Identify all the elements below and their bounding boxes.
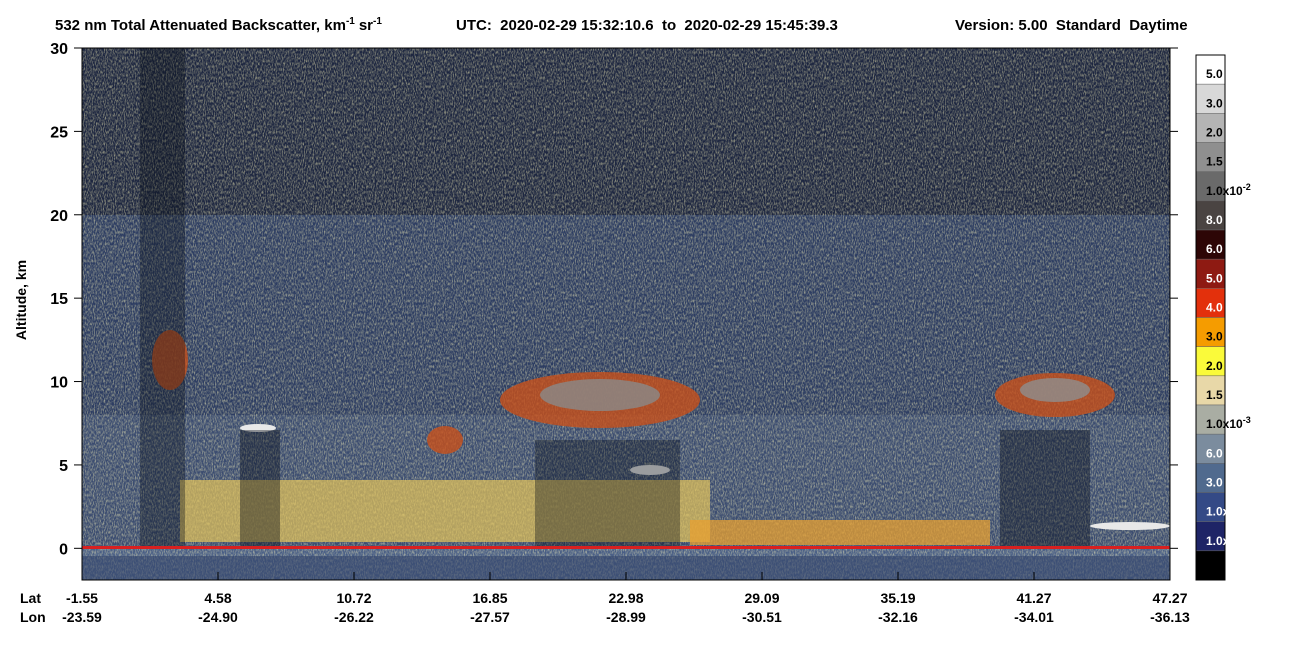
- colorbar-tick-text: 3.0: [1206, 330, 1223, 344]
- colorbar-tick-label: 6.0: [1206, 242, 1223, 256]
- lat-label: 47.27: [1152, 590, 1187, 606]
- colorbar-tick-label: 3.0: [1206, 476, 1223, 490]
- colorbar-tick-text: 1.5: [1206, 388, 1223, 402]
- colorbar-tick-exponent: -2: [1243, 182, 1251, 192]
- colorbar-swatch: [1195, 463, 1226, 493]
- colorbar-tick-text: 1.5: [1206, 155, 1223, 169]
- lon-label: -36.13: [1150, 609, 1190, 625]
- lat-label: 29.09: [744, 590, 779, 606]
- colorbar-tick-exponent: -5: [1243, 532, 1251, 542]
- colorbar-swatch: [1195, 521, 1226, 552]
- colorbar-swatch: [1195, 404, 1226, 435]
- lon-label: -24.90: [198, 609, 238, 625]
- colorbar-tick-exponent: -3: [1243, 415, 1251, 425]
- colorbar-tick-label: 8.0: [1206, 213, 1223, 227]
- colorbar-tick-label: 2.0: [1206, 126, 1223, 140]
- colorbar-tick-text: 2.0: [1206, 126, 1223, 140]
- colorbar-tick-label: 6.0: [1206, 446, 1223, 460]
- y-tick-label: 15: [50, 291, 68, 308]
- y-tick-label: 20: [50, 208, 68, 225]
- lon-label: -23.59: [62, 609, 102, 625]
- lat-label: 35.19: [880, 590, 915, 606]
- y-axis-label: Altitude, km: [13, 260, 29, 340]
- lat-label: 22.98: [608, 590, 643, 606]
- colorbar-tick-label: 1.0x10-2: [1206, 182, 1251, 198]
- colorbar-swatch: [1195, 83, 1226, 114]
- colorbar-tick-text: 4.0: [1206, 301, 1223, 315]
- colorbar-tick-label: 1.5: [1206, 155, 1223, 169]
- colorbar-swatch: [1195, 113, 1226, 143]
- colorbar-tick-text: 3.0: [1206, 96, 1223, 110]
- colorbar-tick-text: 5.0: [1206, 271, 1223, 285]
- colorbar-tick-label: 5.0: [1206, 67, 1223, 81]
- lon-label: -30.51: [742, 609, 782, 625]
- colorbar-tick-label: 1.0x10-4: [1206, 503, 1251, 519]
- lon-label: -28.99: [606, 609, 646, 625]
- version-info: Version: 5.00 Standard Daytime: [955, 17, 1188, 34]
- y-tick-label: 5: [59, 458, 68, 475]
- colorbar-frame: [1195, 54, 1226, 581]
- y-tick-label: 10: [50, 375, 68, 392]
- y-tick-label: 0: [59, 541, 68, 558]
- colorbar-tick-label: 1.5: [1206, 388, 1223, 402]
- colorbar-tick-text: 2.0: [1206, 359, 1223, 373]
- colorbar-tick-text: 1.0x10: [1206, 184, 1243, 198]
- colorbar-tick-label: 1.0x10-3: [1206, 415, 1251, 431]
- colorbar-tick-text: 6.0: [1206, 242, 1223, 256]
- colorbar-tick-exponent: -4: [1243, 503, 1251, 513]
- lat-label: -1.55: [66, 590, 98, 606]
- colorbar-tick-label: 3.0: [1206, 330, 1223, 344]
- lon-label: -34.01: [1014, 609, 1054, 625]
- lon-label: -32.16: [878, 609, 918, 625]
- colorbar-tick-text: 8.0: [1206, 213, 1223, 227]
- colorbar-tick-label: 4.0: [1206, 301, 1223, 315]
- colorbar-swatch: [1195, 317, 1226, 347]
- lat-label: 4.58: [204, 590, 231, 606]
- colorbar-tick-text: 1.0x10: [1206, 505, 1243, 519]
- colorbar-tick-text: 3.0: [1206, 476, 1223, 490]
- colorbar-tick-text: 6.0: [1206, 446, 1223, 460]
- lat-label: 41.27: [1016, 590, 1051, 606]
- colorbar-swatch: [1195, 492, 1226, 522]
- lat-label: 16.85: [472, 590, 507, 606]
- x-row-label: Lon: [20, 609, 46, 625]
- colorbar-tick-label: 1.0x10-5: [1206, 532, 1251, 548]
- colorbar-swatch: [1195, 200, 1226, 231]
- backscatter-image: [82, 48, 1170, 580]
- colorbar-tick-label: 5.0: [1206, 271, 1223, 285]
- y-tick-label: 30: [50, 41, 68, 58]
- colorbar-tick-label: 3.0: [1206, 96, 1223, 110]
- x-row-label: Lat: [20, 590, 41, 606]
- lat-label: 10.72: [336, 590, 371, 606]
- colorbar-swatch: [1195, 229, 1226, 260]
- colorbar-tick-text: 1.0x10: [1206, 417, 1243, 431]
- y-tick-label: 25: [50, 124, 68, 141]
- colorbar-tick-label: 2.0: [1206, 359, 1223, 373]
- lon-label: -26.22: [334, 609, 374, 625]
- colorbar-tick-text: 5.0: [1206, 67, 1223, 81]
- utc-range: UTC: 2020-02-29 15:32:10.6 to 2020-02-29…: [456, 17, 838, 34]
- lon-label: -27.57: [470, 609, 510, 625]
- colorbar-tick-text: 1.0x10: [1206, 534, 1243, 548]
- chart-title: 532 nm Total Attenuated Backscatter, km-…: [55, 16, 382, 34]
- colorbar-swatch: [1195, 54, 1226, 85]
- colorbar-swatch: [1195, 550, 1226, 581]
